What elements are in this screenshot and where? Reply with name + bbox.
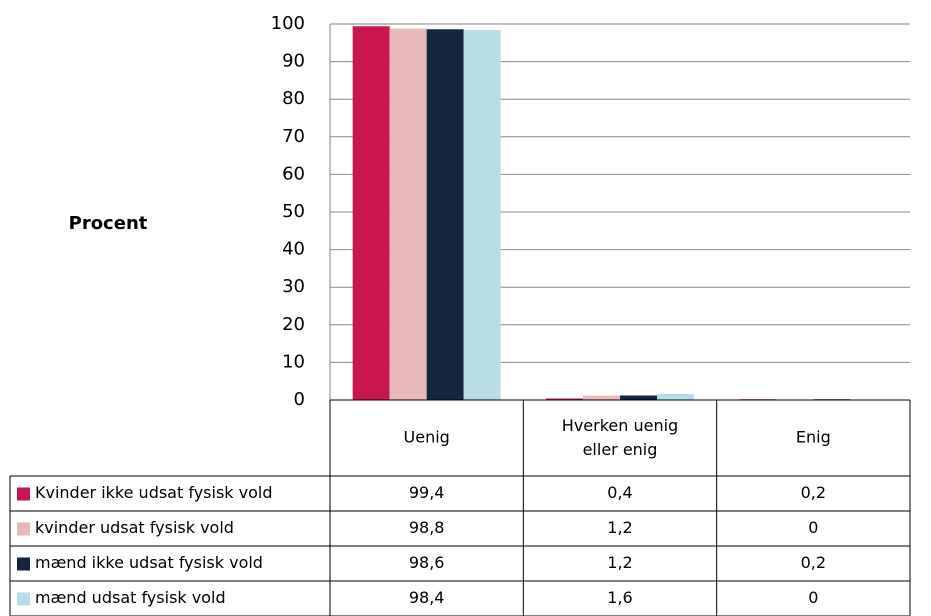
legend-key [17,557,30,571]
y-tick-label: 50 [282,201,305,222]
y-tick-label: 90 [282,51,305,72]
y-tick-label: 60 [282,163,305,184]
bar [620,395,657,400]
table-cell: 0 [808,588,818,607]
y-tick-label: 0 [294,389,305,410]
table-cell: 98,6 [409,553,445,572]
bar [352,26,390,400]
y-tick-label: 10 [282,351,305,372]
y-tick-label: 100 [271,13,305,34]
table-cell: 0,2 [801,483,826,502]
table-cell: 0,2 [801,553,826,572]
table-cell: 99,4 [409,483,445,502]
table-cell: 98,4 [409,588,445,607]
bar [546,398,583,400]
bar [583,395,620,400]
table-cell: 1,2 [607,518,632,537]
legend-key [17,522,30,536]
legend-label: mænd udsat fysisk vold [35,588,226,607]
y-tick-label: 20 [282,314,305,335]
legend-key [17,592,30,606]
y-tick-label: 70 [282,126,305,147]
bar [463,30,501,401]
y-tick-label: 80 [282,88,305,109]
table-cell: 0 [808,518,818,537]
legend-label: kvinder udsat fysisk vold [35,518,234,537]
y-tick-label: 30 [282,276,305,297]
legend-label: Kvinder ikke udsat fysisk vold [35,483,273,502]
bar [389,28,427,401]
table-cell: 1,2 [607,553,632,572]
legend-label: mænd ikke udsat fysisk vold [35,553,263,572]
x-tick-label: Enig [796,428,831,447]
x-tick-label: Hverken uenig eller enig [562,416,678,459]
y-axis-label: Procent [69,213,148,234]
table-cell: 98,8 [409,518,445,537]
table-cell: 0,4 [607,483,632,502]
x-tick-label: Uenig [404,428,450,447]
table-cell: 1,6 [607,588,632,607]
y-tick-label: 40 [282,239,305,260]
legend-key [17,487,30,501]
bar [657,393,694,400]
bar [426,29,464,400]
